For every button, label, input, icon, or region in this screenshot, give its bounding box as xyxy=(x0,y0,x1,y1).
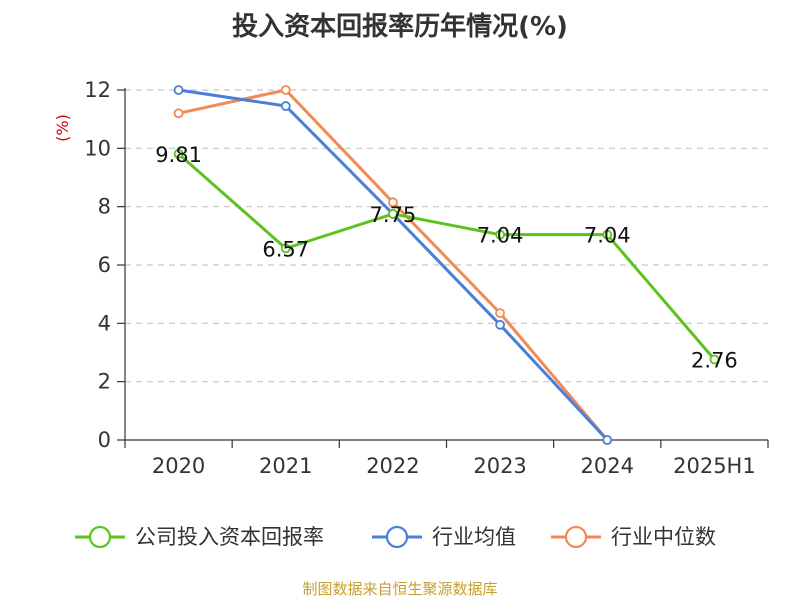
legend: 公司投入资本回报率 行业均值 行业中位数 xyxy=(75,525,716,549)
data-label: 9.81 xyxy=(155,143,202,167)
chart-title: 投入资本回报率历年情况(%) xyxy=(232,12,568,42)
y-tick-label: 4 xyxy=(98,311,111,335)
legend-item-0[interactable]: 公司投入资本回报率 xyxy=(75,525,324,549)
data-point xyxy=(280,243,291,254)
y-tick-label: 10 xyxy=(84,136,111,160)
x-tick-label: 2023 xyxy=(473,454,526,478)
x-tick-labels: 2020 2021 2022 2023 2024 2025H1 xyxy=(152,454,756,478)
x-tick-label: 2021 xyxy=(259,454,312,478)
data-labels: 9.81 6.57 7.75 7.04 7.04 2.76 xyxy=(155,143,738,373)
y-tick-labels: 0 2 4 6 8 10 12 xyxy=(84,78,111,452)
x-tick-label: 2024 xyxy=(581,454,634,478)
data-point xyxy=(173,148,184,159)
legend-marker xyxy=(385,525,409,549)
x-tick-label: 2022 xyxy=(366,454,419,478)
y-tick-label: 6 xyxy=(98,253,111,277)
y-tick-label: 0 xyxy=(98,428,111,452)
x-tick-label: 2025H1 xyxy=(673,454,756,478)
data-point xyxy=(495,229,505,240)
data-point xyxy=(388,209,398,219)
data-label: 7.04 xyxy=(477,224,524,248)
legend-item-2[interactable]: 行业中位数 xyxy=(551,525,716,549)
y-tick-label: 12 xyxy=(84,78,111,102)
legend-marker xyxy=(564,525,588,549)
data-point xyxy=(173,108,184,119)
data-point xyxy=(709,354,720,365)
data-label: 7.75 xyxy=(370,203,417,227)
data-point xyxy=(280,85,291,95)
y-axis-label: (%) xyxy=(53,114,72,142)
legend-marker xyxy=(88,525,112,549)
source-note: 制图数据来自恒生聚源数据库 xyxy=(302,580,498,598)
data-point xyxy=(280,101,291,111)
data-label: 7.04 xyxy=(584,224,631,248)
x-tick-label: 2020 xyxy=(152,454,205,478)
axes xyxy=(117,88,769,448)
data-label: 2.76 xyxy=(691,349,738,373)
y-tick-label: 2 xyxy=(98,370,111,394)
data-point xyxy=(602,435,613,445)
data-point xyxy=(495,319,505,330)
grid-lines xyxy=(125,89,768,383)
data-point xyxy=(388,197,398,208)
legend-item-1[interactable]: 行业均值 xyxy=(372,525,516,549)
legend-label: 行业中位数 xyxy=(611,525,716,549)
series-line-0 xyxy=(177,152,716,361)
series-lines xyxy=(173,85,720,445)
legend-label: 公司投入资本回报率 xyxy=(135,525,324,549)
data-point xyxy=(173,85,184,95)
data-point xyxy=(495,308,505,319)
data-label: 6.57 xyxy=(262,237,309,261)
data-point xyxy=(602,229,613,240)
y-tick-label: 8 xyxy=(98,195,111,219)
legend-label: 行业均值 xyxy=(432,525,516,549)
